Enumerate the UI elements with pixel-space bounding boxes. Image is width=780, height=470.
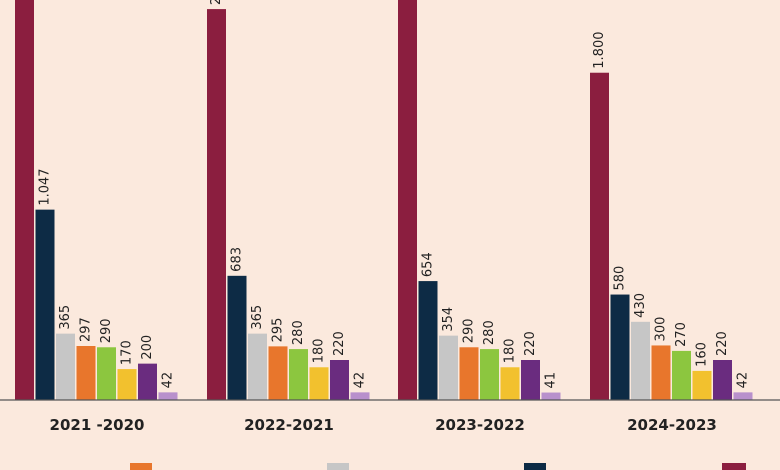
bar bbox=[590, 72, 609, 401]
x-tick-label: 2022-2021 bbox=[244, 416, 334, 434]
value-label: 270 bbox=[674, 322, 689, 347]
bar bbox=[330, 360, 349, 400]
bar bbox=[309, 367, 329, 400]
bar bbox=[15, 0, 34, 401]
x-tick-label: 2021 -2020 bbox=[50, 416, 145, 434]
value-label: 1.047 bbox=[38, 168, 53, 205]
bar bbox=[541, 392, 561, 400]
value-label: 200 bbox=[140, 335, 155, 360]
value-label: 430 bbox=[633, 293, 648, 318]
value-label: 42 bbox=[736, 372, 751, 389]
value-label: 365 bbox=[58, 305, 73, 330]
bar bbox=[398, 0, 417, 401]
bar bbox=[227, 275, 247, 400]
value-label: 220 bbox=[523, 331, 538, 356]
value-label: 2.150 bbox=[209, 0, 224, 5]
value-label: 42 bbox=[353, 372, 368, 389]
value-label: 220 bbox=[715, 331, 730, 356]
value-label: 580 bbox=[613, 266, 628, 291]
bar bbox=[97, 347, 116, 400]
x-tick-label: 2023-2022 bbox=[435, 416, 525, 434]
value-label: 42 bbox=[161, 372, 176, 389]
value-label: 683 bbox=[230, 247, 245, 272]
bar bbox=[500, 367, 520, 400]
bar bbox=[610, 294, 630, 400]
value-label: 654 bbox=[421, 252, 436, 277]
bar bbox=[733, 392, 753, 400]
legend-swatch bbox=[524, 463, 546, 470]
bar bbox=[35, 209, 55, 400]
bar bbox=[268, 346, 288, 400]
bar bbox=[117, 369, 137, 400]
bar bbox=[350, 392, 370, 400]
legend bbox=[130, 463, 746, 470]
bar bbox=[207, 9, 226, 400]
legend-swatch bbox=[130, 463, 152, 470]
value-label: 41 bbox=[544, 372, 559, 389]
bar bbox=[521, 360, 540, 400]
value-label: 365 bbox=[250, 305, 265, 330]
value-label: 280 bbox=[291, 320, 306, 345]
bar bbox=[289, 349, 308, 400]
value-label: 180 bbox=[312, 338, 327, 363]
value-label: 1.800 bbox=[592, 32, 607, 69]
bar bbox=[76, 346, 96, 400]
value-label: 160 bbox=[695, 342, 710, 367]
value-label: 290 bbox=[99, 318, 114, 343]
bar bbox=[439, 335, 458, 400]
legend-swatch bbox=[722, 463, 746, 470]
value-label: 295 bbox=[271, 318, 286, 343]
value-label: 280 bbox=[482, 320, 497, 345]
bar bbox=[459, 347, 479, 400]
value-label: 300 bbox=[654, 317, 669, 342]
x-tick-label: 2024-2023 bbox=[627, 416, 717, 434]
value-label: 354 bbox=[441, 307, 456, 332]
bar bbox=[480, 349, 499, 400]
legend-swatch bbox=[327, 463, 349, 470]
bar bbox=[713, 360, 732, 400]
value-label: 297 bbox=[79, 317, 94, 342]
bar bbox=[672, 350, 691, 400]
bar bbox=[651, 345, 671, 400]
value-label: 170 bbox=[120, 340, 135, 365]
value-label: 220 bbox=[332, 331, 347, 356]
value-label: 290 bbox=[462, 318, 477, 343]
bar bbox=[692, 370, 712, 400]
value-label: 180 bbox=[503, 338, 518, 363]
bar bbox=[138, 363, 157, 400]
bar bbox=[158, 392, 178, 400]
bar bbox=[631, 321, 650, 400]
bar bbox=[418, 281, 438, 400]
bar bbox=[56, 333, 75, 400]
bar bbox=[248, 333, 267, 400]
